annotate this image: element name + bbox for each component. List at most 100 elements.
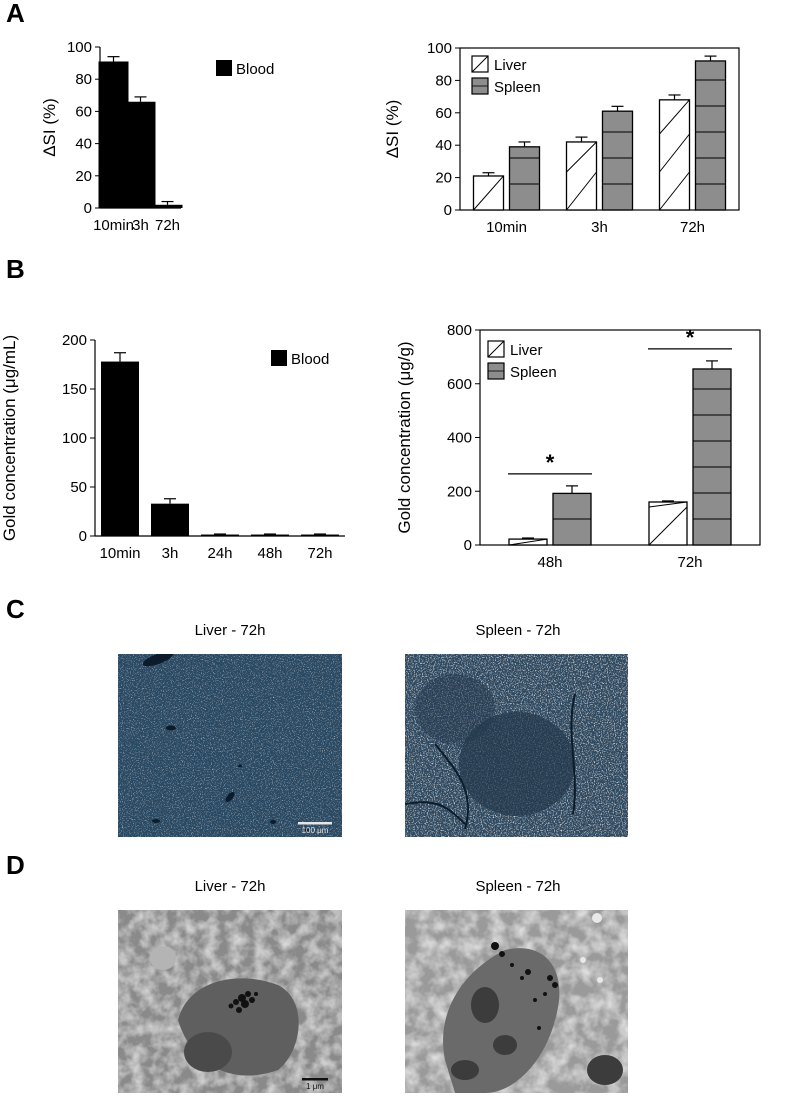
y-tick-label: 100: [427, 40, 452, 57]
legend-swatch: [487, 340, 505, 358]
legend-swatch: [216, 60, 232, 76]
chart-b-blood-marks: 0 50 100 150 200 Gold concentration (μg/mL) 10…: [0, 332, 345, 562]
plot-frame: [459, 47, 740, 211]
y-tick-label: 100: [62, 430, 87, 447]
legend-label: Liver: [510, 342, 543, 359]
bar-liver: [648, 501, 688, 546]
chart-a-organs: 0 20 40 60 80 100 ΔSI (%) 10min 3h 72h Liver Spleen: [0, 0, 787, 236]
bar-spleen: [508, 146, 541, 211]
c-liver-micrograph-svg: 100 μm: [118, 654, 342, 837]
bar-liver: [658, 99, 691, 211]
legend: Liver Spleen: [471, 55, 541, 96]
y-tick-label: 40: [75, 136, 92, 153]
d-spleen-title: Spleen - 72h: [475, 878, 561, 895]
y-tick-label: 20: [435, 170, 452, 187]
bar-liver: [565, 141, 598, 211]
y-tick-label: 200: [62, 332, 87, 349]
bar-blood: [152, 204, 183, 208]
y-tick-label: 0: [84, 200, 92, 217]
x-tick-label: 72h: [307, 545, 332, 562]
legend-label: Blood: [291, 351, 329, 368]
chart-a-organs-marks: 0 20 40 60 80 100 ΔSI (%) 10min 3h 72h Liver Spleen: [383, 40, 740, 236]
panel-letter-d: D: [6, 850, 25, 880]
y-tick-label: 60: [75, 103, 92, 120]
y-tick-label: 50: [70, 479, 87, 496]
bar-spleen: [692, 368, 732, 546]
spleen-gold-clusters: [491, 942, 558, 1030]
legend-swatch: [471, 55, 489, 73]
significance-star: *: [546, 450, 555, 475]
y-tick-label: 800: [447, 322, 472, 339]
c-spleen-micrograph-svg: [405, 654, 628, 837]
x-tick-label: 24h: [207, 545, 232, 562]
bar-blood: [301, 534, 339, 537]
chart-a-organs-svg: 0 20 40 60 80 100 ΔSI (%) 10min 3h 72h Liver Spleen: [383, 40, 740, 236]
chart-b-organs-marks: 0 200 400 600 800 Gold concentration (μg/g) 48…: [395, 322, 761, 571]
x-tick-label: 3h: [591, 219, 608, 236]
bar-spleen: [601, 110, 634, 211]
c-scale-label: 100 μm: [302, 826, 329, 835]
chart-b-organs: 0 200 400 600 800 Gold concentration (μg/g) 48…: [0, 0, 787, 571]
legend-label: Spleen: [494, 79, 541, 96]
d-liver-tem: 1 μm: [118, 910, 342, 1093]
c-spleen-micrograph: [405, 654, 628, 837]
y-tick-label: 40: [435, 137, 452, 154]
x-tick-label: 72h: [680, 219, 705, 236]
x-tick-label: 10min: [486, 219, 527, 236]
chart-a-blood: 0 20 40 60 80 100 ΔSI (%) 10min 3h 72h Blood: [0, 0, 787, 234]
y-tick-label: 60: [435, 105, 452, 122]
significance-star: *: [686, 325, 695, 350]
panel-letter-b: B: [6, 254, 25, 284]
chart-b-organs-svg: 0 200 400 600 800 Gold concentration (μg/g) 48…: [395, 322, 761, 571]
legend-label: Spleen: [510, 364, 557, 381]
legend-swatch: [271, 350, 287, 366]
legend-swatch: [471, 77, 489, 95]
bar-blood: [98, 61, 129, 208]
x-tick-label: 3h: [162, 545, 179, 562]
x-tick-label: 10min: [93, 217, 134, 234]
bar-blood: [251, 534, 289, 537]
y-axis-label: Gold concentration (μg/mL): [0, 335, 19, 541]
panel-letter-c: C: [6, 594, 25, 624]
d-liver-tem-svg: 1 μm: [118, 910, 342, 1093]
d-spleen-tem: [405, 910, 628, 1093]
y-tick-label: 20: [75, 168, 92, 185]
bar-blood: [101, 361, 139, 536]
legend-label: Blood: [236, 61, 274, 78]
c-liver-title: Liver - 72h: [194, 622, 266, 639]
legend: Liver Spleen: [487, 340, 557, 381]
y-axis-label: Gold concentration (μg/g): [395, 341, 414, 533]
c-scale-bar: [298, 822, 332, 825]
panel-letter-a: A: [6, 0, 25, 28]
d-spleen-tem-svg: [405, 910, 628, 1093]
bar-spleen: [552, 492, 592, 546]
bar-liver: [472, 175, 505, 211]
x-tick-label: 72h: [155, 217, 180, 234]
spleen-trabeculae: [405, 693, 576, 830]
c-spleen-title: Spleen - 72h: [475, 622, 561, 639]
bar-liver: [508, 538, 548, 546]
y-axis-label: ΔSI (%): [383, 100, 402, 159]
y-tick-label: 200: [447, 483, 472, 500]
chart-b-blood: 0 50 100 150 200 Gold concentration (μg/mL) 10…: [0, 0, 787, 562]
x-tick-label: 48h: [537, 554, 562, 571]
liver-gold-clusters: [228, 991, 258, 1013]
x-tick-label: 48h: [257, 545, 282, 562]
bar-spleen: [694, 60, 727, 211]
legend: Blood: [271, 350, 329, 368]
x-tick-label: 3h: [132, 217, 149, 234]
liver-vessels: [142, 654, 309, 832]
c-liver-micrograph: 100 μm: [118, 654, 342, 837]
y-tick-label: 100: [67, 39, 92, 56]
x-tick-label: 10min: [100, 545, 141, 562]
spleen-vesicles: [580, 913, 603, 983]
y-tick-label: 0: [464, 537, 472, 554]
y-tick-label: 80: [75, 71, 92, 88]
spleen-chromatin: [451, 987, 623, 1085]
x-tick-label: 72h: [677, 554, 702, 571]
legend-swatch: [487, 362, 505, 380]
d-scale-bar: [302, 1078, 328, 1081]
legend: Blood: [216, 60, 274, 78]
